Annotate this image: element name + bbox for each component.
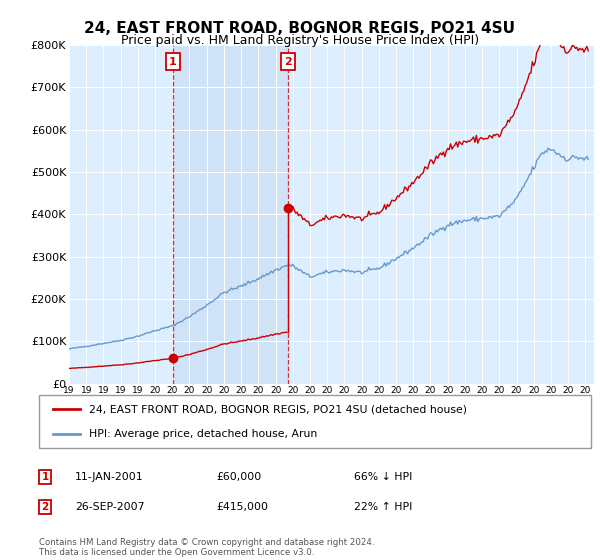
Text: 1: 1 xyxy=(41,472,49,482)
Text: 2: 2 xyxy=(41,502,49,512)
Text: 1: 1 xyxy=(169,57,177,67)
Text: 66% ↓ HPI: 66% ↓ HPI xyxy=(354,472,412,482)
Text: £415,000: £415,000 xyxy=(216,502,268,512)
Text: Contains HM Land Registry data © Crown copyright and database right 2024.
This d: Contains HM Land Registry data © Crown c… xyxy=(39,538,374,557)
Text: 11-JAN-2001: 11-JAN-2001 xyxy=(75,472,143,482)
Text: 26-SEP-2007: 26-SEP-2007 xyxy=(75,502,145,512)
Text: HPI: Average price, detached house, Arun: HPI: Average price, detached house, Arun xyxy=(89,428,317,438)
Text: £60,000: £60,000 xyxy=(216,472,261,482)
Text: 24, EAST FRONT ROAD, BOGNOR REGIS, PO21 4SU: 24, EAST FRONT ROAD, BOGNOR REGIS, PO21 … xyxy=(85,21,515,36)
Text: Price paid vs. HM Land Registry's House Price Index (HPI): Price paid vs. HM Land Registry's House … xyxy=(121,34,479,46)
Bar xyxy=(173,45,288,384)
Text: 24, EAST FRONT ROAD, BOGNOR REGIS, PO21 4SU (detached house): 24, EAST FRONT ROAD, BOGNOR REGIS, PO21 … xyxy=(89,404,467,414)
Text: 22% ↑ HPI: 22% ↑ HPI xyxy=(354,502,412,512)
Text: 2: 2 xyxy=(284,57,292,67)
FancyBboxPatch shape xyxy=(39,395,591,448)
